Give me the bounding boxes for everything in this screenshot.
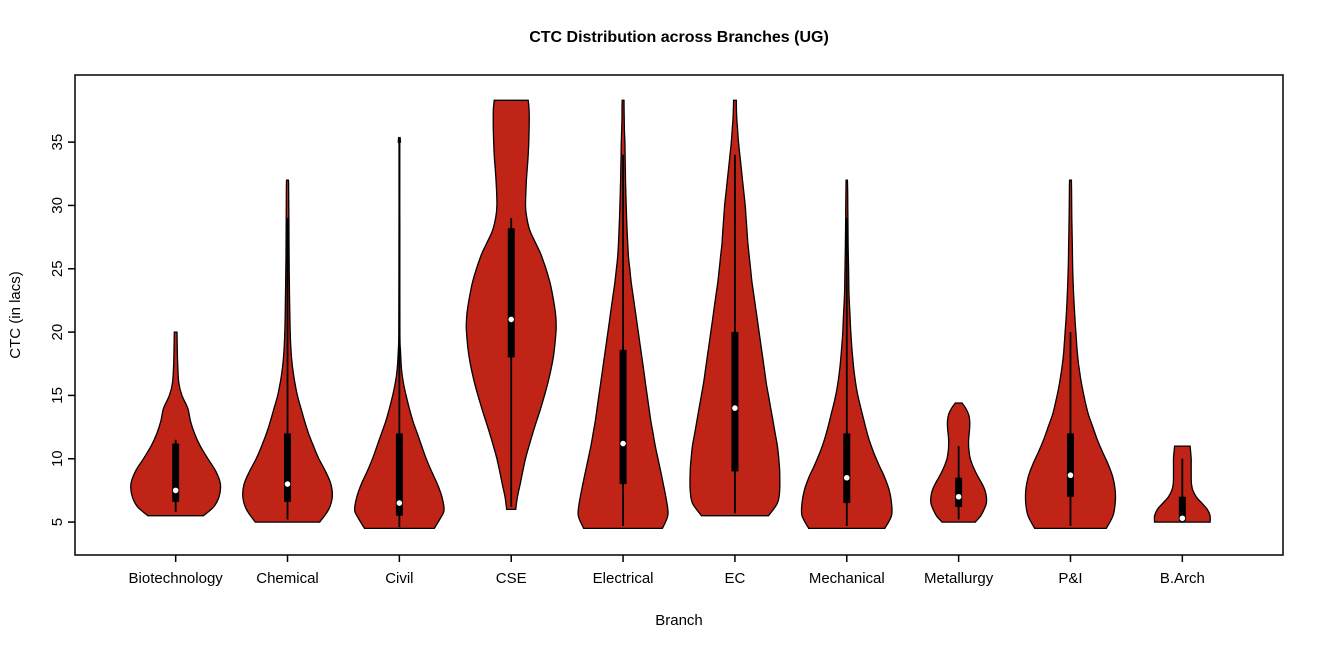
median-dot-Electrical <box>619 439 627 448</box>
iqr-box-Mechanical <box>843 433 851 504</box>
x-tick-label-CSE: CSE <box>496 570 527 587</box>
y-tick-label: 25 <box>49 260 66 277</box>
iqr-box-Biotechnology <box>172 443 180 502</box>
y-tick-label: 10 <box>49 450 66 467</box>
iqr-box-Civil <box>395 433 403 516</box>
y-tick-label: 35 <box>49 134 66 151</box>
x-tick-label-EC: EC <box>725 570 746 587</box>
y-tick-label: 5 <box>49 518 66 526</box>
y-tick-label: 20 <box>49 324 66 341</box>
median-dot-Metallurgy <box>955 493 963 501</box>
iqr-box-Metallurgy <box>955 477 963 507</box>
iqr-box-CSE <box>507 228 515 358</box>
iqr-box-EC <box>731 332 739 472</box>
median-dot-Biotechnology <box>172 486 180 495</box>
iqr-box-P&I <box>1066 433 1074 497</box>
iqr-box-B.Arch <box>1178 496 1186 521</box>
x-tick-label-Metallurgy: Metallurgy <box>924 570 994 587</box>
chart-title: CTC Distribution across Branches (UG) <box>529 29 829 46</box>
y-axis-label: CTC (in lacs) <box>7 271 24 359</box>
median-dot-Civil <box>395 499 403 507</box>
y-tick-label: 15 <box>49 387 66 404</box>
x-tick-label-P&I: P&I <box>1058 570 1082 587</box>
x-axis-label: Branch <box>655 612 703 629</box>
median-dot-P&I <box>1066 471 1075 479</box>
axes-layer: 5 10 15 20 25 30 35 Biotechnology Chemical Civil C… <box>49 134 1205 587</box>
x-tick-label-Biotechnology: Biotechnology <box>129 570 224 587</box>
x-tick-label-Electrical: Electrical <box>593 570 654 587</box>
x-tick-label-B.Arch: B.Arch <box>1160 570 1205 587</box>
median-dot-EC <box>731 404 739 412</box>
violin-Biotechnology <box>130 331 222 517</box>
x-tick-label-Civil: Civil <box>385 570 413 587</box>
y-tick-label: 30 <box>49 197 66 214</box>
x-tick-label-Chemical: Chemical <box>256 570 319 587</box>
x-tick-label-Mechanical: Mechanical <box>809 570 885 587</box>
iqr-box-Electrical <box>619 349 627 485</box>
iqr-box-Chemical <box>284 433 292 502</box>
median-dot-Mechanical <box>843 474 851 482</box>
violins-layer <box>130 99 1211 530</box>
median-dot-Chemical <box>283 480 292 488</box>
median-dot-CSE <box>507 315 515 324</box>
median-dot-B.Arch <box>1178 514 1186 522</box>
plot-border <box>74 74 1284 556</box>
